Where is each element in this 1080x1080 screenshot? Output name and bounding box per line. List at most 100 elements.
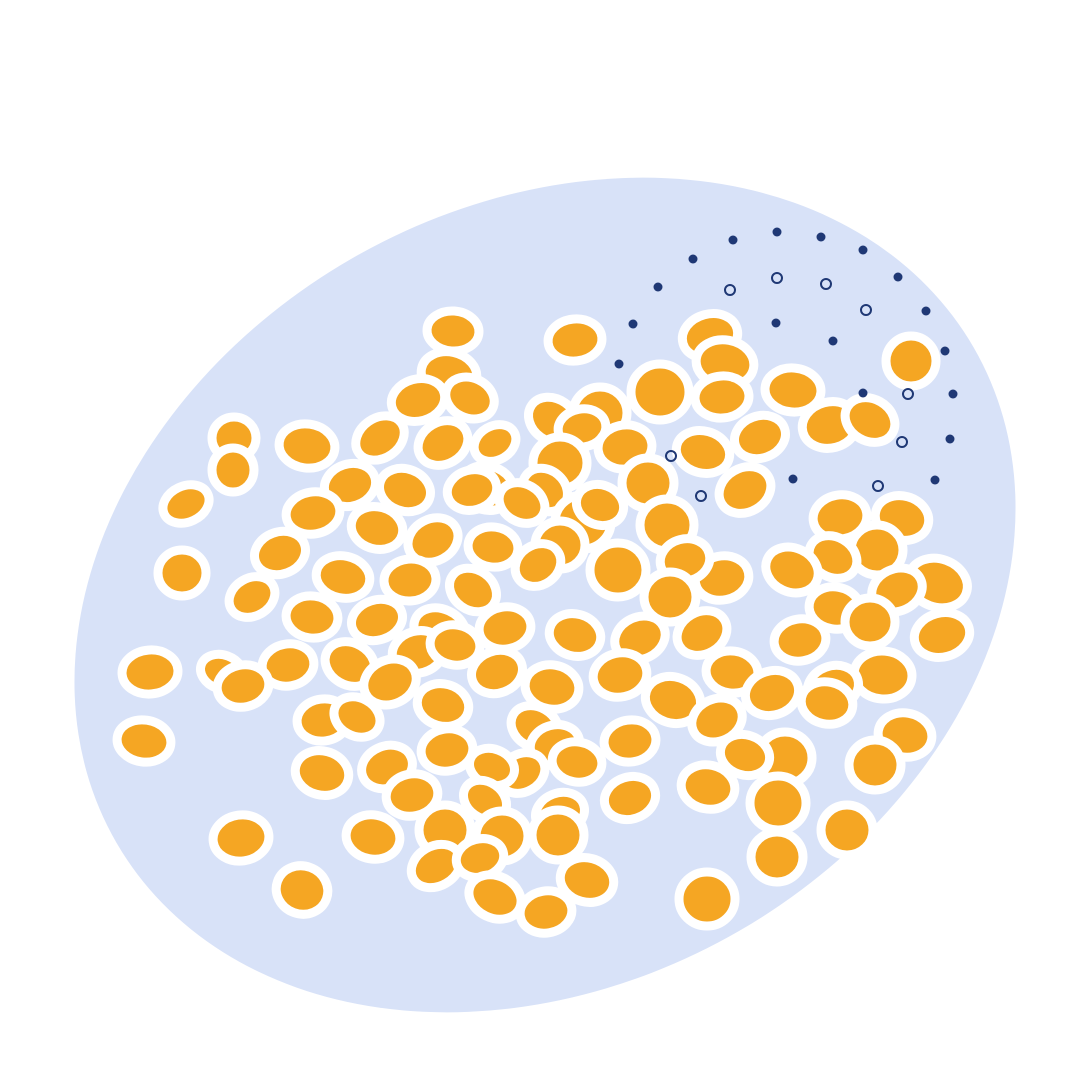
navy-dot: [921, 306, 931, 316]
cell-ellipse: [543, 314, 607, 366]
navy-dot: [788, 474, 798, 484]
navy-dot: [858, 388, 868, 398]
cell-ellipse: [715, 729, 775, 781]
cell-ellipse: [690, 371, 754, 423]
cell-ellipse: [347, 594, 407, 646]
cell-ellipse: [351, 411, 409, 465]
cell-ellipse: [425, 620, 485, 670]
cell-ellipse: [224, 572, 280, 622]
cell-ellipse: [745, 771, 811, 835]
cell-ellipse: [740, 665, 804, 721]
cell-ellipse: [403, 513, 463, 567]
navy-dot: [940, 346, 950, 356]
cells-group: [112, 306, 975, 938]
cell-ellipse: [413, 416, 473, 470]
cell-ellipse: [346, 502, 408, 554]
navy-dot: [945, 434, 955, 444]
navy-ring: [771, 272, 783, 284]
navy-dot: [628, 319, 638, 329]
cell-ellipse: [676, 760, 740, 814]
cell-ellipse: [311, 551, 375, 603]
cell-ellipse: [441, 372, 499, 424]
cell-ellipse: [599, 715, 661, 767]
cell-ellipse: [153, 545, 211, 601]
navy-dot: [948, 389, 958, 399]
cell-ellipse: [796, 677, 858, 729]
navy-dot: [893, 272, 903, 282]
cell-ellipse: [730, 410, 790, 464]
navy-ring: [860, 304, 872, 316]
cell-ellipse: [467, 645, 527, 699]
cell-ellipse: [626, 359, 694, 425]
navy-dot: [828, 336, 838, 346]
cell-ellipse: [329, 692, 385, 742]
navy-dot: [858, 245, 868, 255]
cell-ellipse: [250, 526, 310, 580]
cell-ellipse: [494, 478, 550, 528]
cell-ellipse: [599, 771, 661, 825]
cell-ellipse: [909, 608, 975, 662]
cell-ellipse: [881, 331, 941, 391]
cell-ellipse: [208, 810, 274, 866]
cell-ellipse: [585, 538, 651, 602]
cell-ellipse: [112, 715, 176, 767]
cell-ellipse: [274, 419, 340, 473]
cell-ellipse: [281, 487, 345, 539]
cell-ellipse: [844, 735, 906, 795]
cell-ellipse: [341, 810, 405, 864]
cell-ellipse: [445, 563, 501, 617]
cell-ellipse: [442, 465, 502, 515]
navy-ring: [902, 388, 914, 400]
navy-dot: [653, 282, 663, 292]
cell-ellipse: [474, 602, 536, 654]
cell-ellipse: [117, 645, 183, 699]
navy-dot: [614, 359, 624, 369]
cell-ellipse: [212, 660, 274, 712]
cell-ellipse: [416, 724, 478, 776]
cell-ellipse: [290, 746, 354, 800]
cell-ellipse: [469, 420, 521, 466]
cell-ellipse: [840, 593, 900, 651]
cell-ellipse: [672, 606, 732, 660]
cell-ellipse: [555, 853, 619, 907]
navy-dot: [728, 235, 738, 245]
cell-ellipse: [515, 886, 577, 938]
navy-dot: [816, 232, 826, 242]
cell-ellipse: [375, 463, 435, 517]
navy-ring: [695, 490, 707, 502]
navy-dot: [772, 227, 782, 237]
cell-ellipse: [571, 479, 629, 531]
navy-dot: [930, 475, 940, 485]
cell-ellipse: [207, 443, 259, 497]
cell-ellipse: [527, 805, 589, 865]
cell-ellipse: [674, 867, 740, 931]
cell-ellipse: [412, 679, 474, 731]
dots-group: [614, 227, 958, 485]
cell-ellipse: [588, 648, 652, 702]
cell-ellipse: [510, 539, 566, 591]
navy-ring: [896, 436, 908, 448]
cell-ellipse: [639, 567, 701, 627]
navy-ring: [820, 278, 832, 290]
navy-dot: [771, 318, 781, 328]
cell-ellipse: [381, 769, 443, 821]
cell-ellipse: [761, 542, 823, 598]
cell-ellipse: [671, 426, 735, 478]
cell-ellipse: [281, 591, 343, 643]
cell-ellipse: [840, 393, 900, 447]
rings-group: [665, 272, 914, 502]
cell-ellipse: [379, 554, 441, 606]
cell-ellipse: [422, 306, 484, 356]
cell-ellipse: [714, 462, 776, 518]
cell-ellipse: [547, 737, 607, 787]
navy-ring: [872, 480, 884, 492]
cell-ellipse: [359, 654, 421, 710]
cell-ellipse: [769, 614, 831, 666]
cell-ellipse: [158, 480, 214, 528]
cell-ellipse: [271, 861, 333, 919]
cell-ellipse: [544, 609, 606, 661]
navy-ring: [724, 284, 736, 296]
cell-ellipse: [746, 827, 808, 887]
